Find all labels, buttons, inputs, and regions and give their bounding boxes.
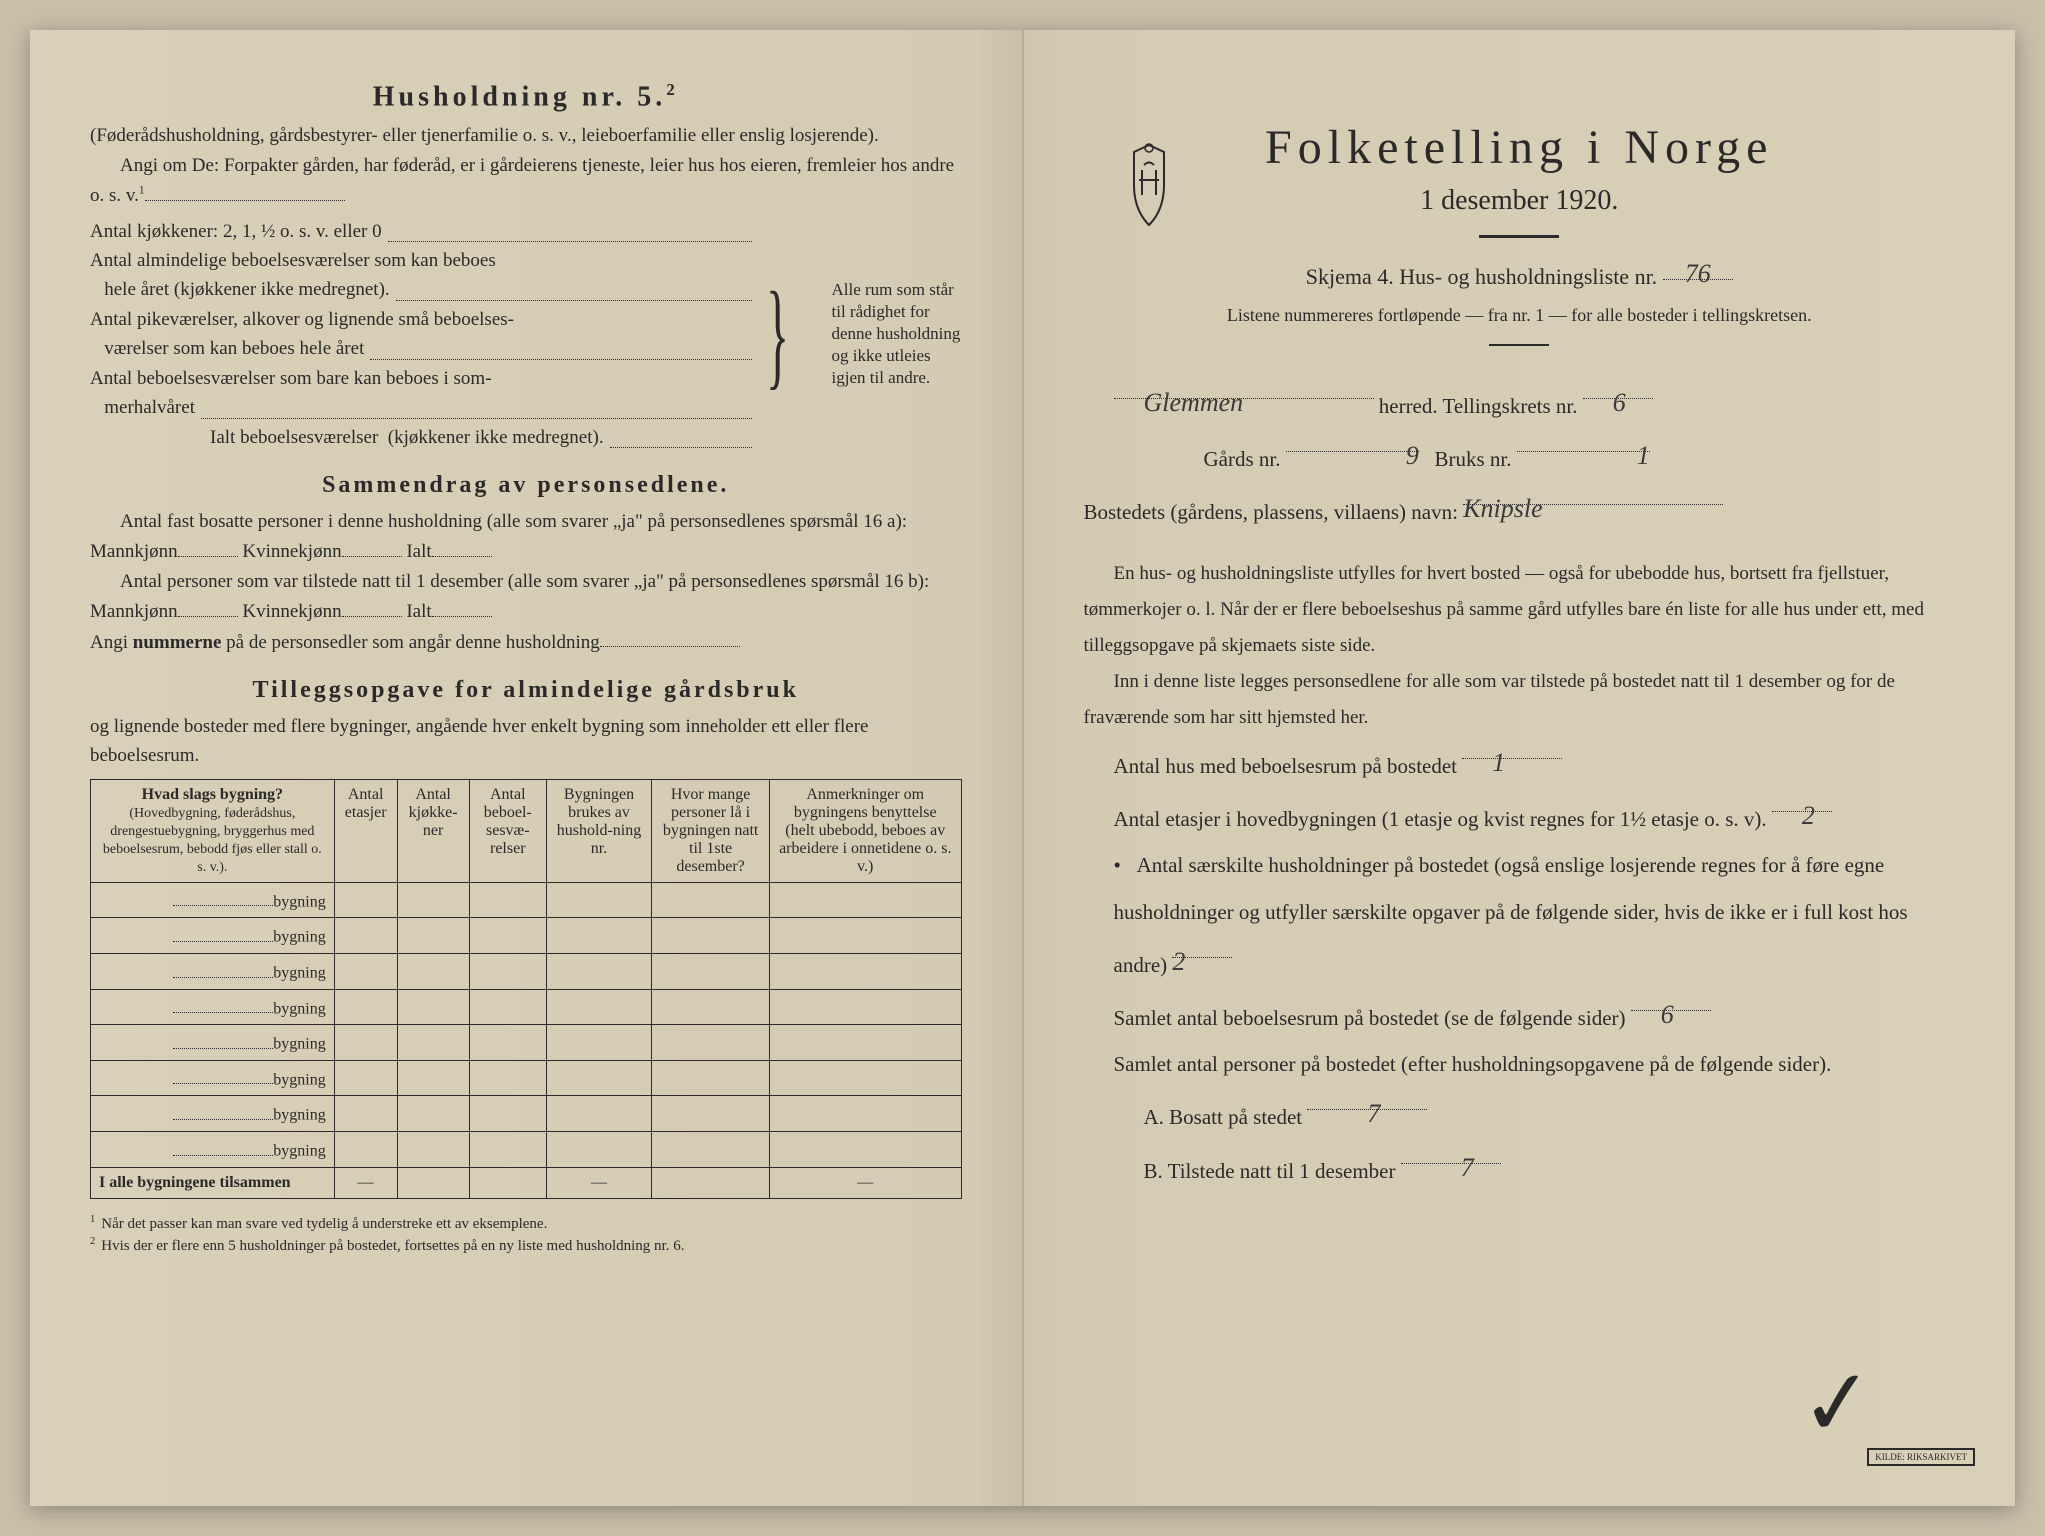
col-husholdning: Bygningen brukes av hushold-ning nr.	[546, 779, 651, 882]
herred-line: Glemmen herred. Tellingskrets nr. 6	[1084, 376, 1956, 429]
bosted-line: Bostedets (gårdens, plassens, villaens) …	[1084, 482, 1956, 535]
crest-icon	[1114, 140, 1184, 230]
table-row: bygning	[91, 1096, 962, 1132]
tillegg-subtitle: og lignende bosteder med flere bygninger…	[90, 712, 962, 771]
rooms-bracket-group: Antal kjøkkener: 2, 1, ½ o. s. v. eller …	[90, 217, 962, 453]
col-etasjer: Antal etasjer	[334, 779, 397, 882]
table-row: bygning	[91, 989, 962, 1025]
rooms-side-note: Alle rum som står til rådighet for denne…	[832, 279, 962, 389]
q3-line: • Antal særskilte husholdninger på boste…	[1114, 842, 1956, 988]
left-page: Husholdning nr. 5.2 (Føderådshusholdning…	[30, 30, 1024, 1506]
household-5-para: Angi om De: Forpakter gården, har føderå…	[90, 151, 962, 211]
right-page: Folketelling i Norge 1 desember 1920. Sk…	[1024, 30, 2016, 1506]
table-row: bygning	[91, 1131, 962, 1167]
table-row: bygning	[91, 1025, 962, 1061]
household-5-title: Husholdning nr. 5.2	[90, 80, 962, 113]
archive-stamp: KILDE: RIKSARKIVET	[1867, 1448, 1975, 1466]
col-kjokkener: Antal kjøkke-ner	[397, 779, 469, 882]
title-rule	[1479, 235, 1559, 238]
brace-icon: }	[766, 286, 789, 382]
sub-rule	[1489, 344, 1549, 346]
tillegg-title: Tilleggsopgave for almindelige gårdsbruk	[90, 677, 962, 704]
col-anmerkninger: Anmerkninger om bygningens benyttelse (h…	[770, 779, 962, 882]
sammendrag-title: Sammendrag av personsedlene.	[90, 472, 962, 499]
table-row: bygning	[91, 918, 962, 954]
footnotes: 1Når det passer kan man svare ved tydeli…	[90, 1213, 962, 1257]
instructions-para-1: En hus- og husholdningsliste utfylles fo…	[1084, 556, 1956, 664]
table-row: bygning	[91, 1060, 962, 1096]
sammendrag-line-3: Angi nummerne på de personsedler som ang…	[90, 627, 962, 657]
gards-line: Gårds nr. 9 Bruks nr. 1	[1084, 429, 1956, 482]
sammendrag-line-1: Antal fast bosatte personer i denne hush…	[90, 507, 962, 567]
checkmark-icon: ✓	[1795, 1348, 1879, 1459]
table-row: bygning	[91, 953, 962, 989]
bygning-table: Hvad slags bygning? (Hovedbygning, føder…	[90, 779, 962, 1199]
q1-line: Antal hus med beboelsesrum på bostedet 1	[1084, 736, 1956, 789]
table-header-row: Hvad slags bygning? (Hovedbygning, føder…	[91, 779, 962, 882]
table-footer-row: I alle bygningene tilsammen — — —	[91, 1167, 962, 1198]
listene-note: Listene nummereres fortløpende — fra nr.…	[1084, 302, 1956, 330]
household-5-subtitle: (Føderådshusholdning, gårdsbestyrer- ell…	[90, 121, 962, 150]
qA-line: A. Bosatt på stedet 7	[1084, 1087, 1956, 1140]
sammendrag-line-2: Antal personer som var tilstede natt til…	[90, 567, 962, 627]
col-bygning-type: Hvad slags bygning? (Hovedbygning, føder…	[91, 779, 335, 882]
instructions-para-2: Inn i denne liste legges personsedlene f…	[1084, 664, 1956, 736]
date-subtitle: 1 desember 1920.	[1084, 185, 1956, 217]
skjema-line: Skjema 4. Hus- og husholdningsliste nr. …	[1084, 256, 1956, 294]
q5-line: Samlet antal personer på bostedet (efter…	[1084, 1041, 1956, 1087]
q2-line: Antal etasjer i hovedbygningen (1 etasje…	[1084, 789, 1956, 842]
q4-line: Samlet antal beboelsesrum på bostedet (s…	[1084, 988, 1956, 1041]
qB-line: B. Tilstede natt til 1 desember 7	[1084, 1141, 1956, 1194]
main-title: Folketelling i Norge	[1084, 120, 1956, 175]
col-personer: Hvor mange personer lå i bygningen natt …	[652, 779, 770, 882]
col-beboelses: Antal beboel-sesvæ-relser	[469, 779, 546, 882]
table-row: bygning	[91, 882, 962, 918]
title-block: Folketelling i Norge 1 desember 1920. Sk…	[1084, 120, 1956, 346]
